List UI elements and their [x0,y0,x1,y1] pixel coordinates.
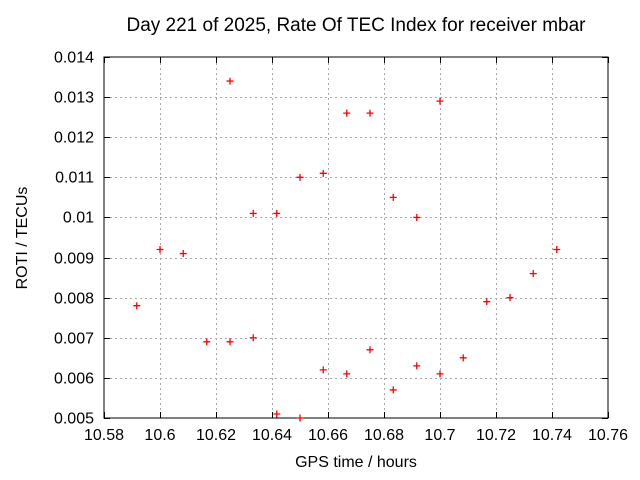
x-axis-label: GPS time / hours [295,454,417,471]
x-tick-label: 10.66 [308,427,348,444]
tick-labels-layer: 10.58 10.6 10.62 10.64 10.66 10.68 10.7 10.72 10… [54,50,628,445]
x-tick-label: 10.76 [588,427,628,444]
plot-border [103,56,609,419]
chart-title: Day 221 of 2025, Rate Of TEC Index for r… [126,15,586,36]
data-point [366,346,374,354]
data-points-layer [133,77,561,422]
y-tick-label: 0.01 [63,210,94,227]
data-point [296,173,304,181]
y-tick-label: 0.009 [54,251,94,268]
x-tick-label: 10.6 [144,427,175,444]
data-point [249,334,257,342]
data-point [273,410,281,418]
data-point [389,193,397,201]
data-point [436,370,444,378]
data-point [366,109,374,117]
y-tick-label: 0.005 [54,411,94,428]
data-point [249,209,257,217]
data-point [226,338,234,346]
data-point [203,338,211,346]
data-point [529,270,537,278]
data-point [459,354,467,362]
y-tick-label: 0.011 [55,170,94,187]
x-tick-label: 10.72 [476,427,516,444]
data-point [273,209,281,217]
y-tick-label: 0.008 [54,291,94,308]
data-point [436,97,444,105]
data-point [389,386,397,394]
data-point [413,213,421,221]
y-tick-label: 0.007 [54,331,94,348]
y-axis-label: ROTI / TECUs [14,187,31,290]
tick-layer [104,57,609,419]
grid-layer [105,58,607,417]
data-point [319,366,327,374]
data-point [296,414,304,422]
data-point [179,250,187,258]
y-tick-label: 0.012 [54,130,94,147]
data-point [553,246,561,254]
data-point [483,298,491,306]
x-tick-label: 10.74 [532,427,572,444]
data-point [506,294,514,302]
x-tick-label: 10.68 [364,427,404,444]
data-point [319,169,327,177]
data-point [226,77,234,85]
data-point [343,370,351,378]
y-tick-label: 0.006 [54,371,94,388]
y-tick-label: 0.014 [54,50,94,67]
data-point [156,246,164,254]
data-point [343,109,351,117]
x-tick-label: 10.64 [252,427,292,444]
y-tick-label: 0.013 [54,90,94,107]
data-point [413,362,421,370]
x-tick-label: 10.62 [196,427,236,444]
x-tick-label: 10.58 [84,427,124,444]
data-point [133,302,141,310]
x-tick-label: 10.7 [424,427,455,444]
